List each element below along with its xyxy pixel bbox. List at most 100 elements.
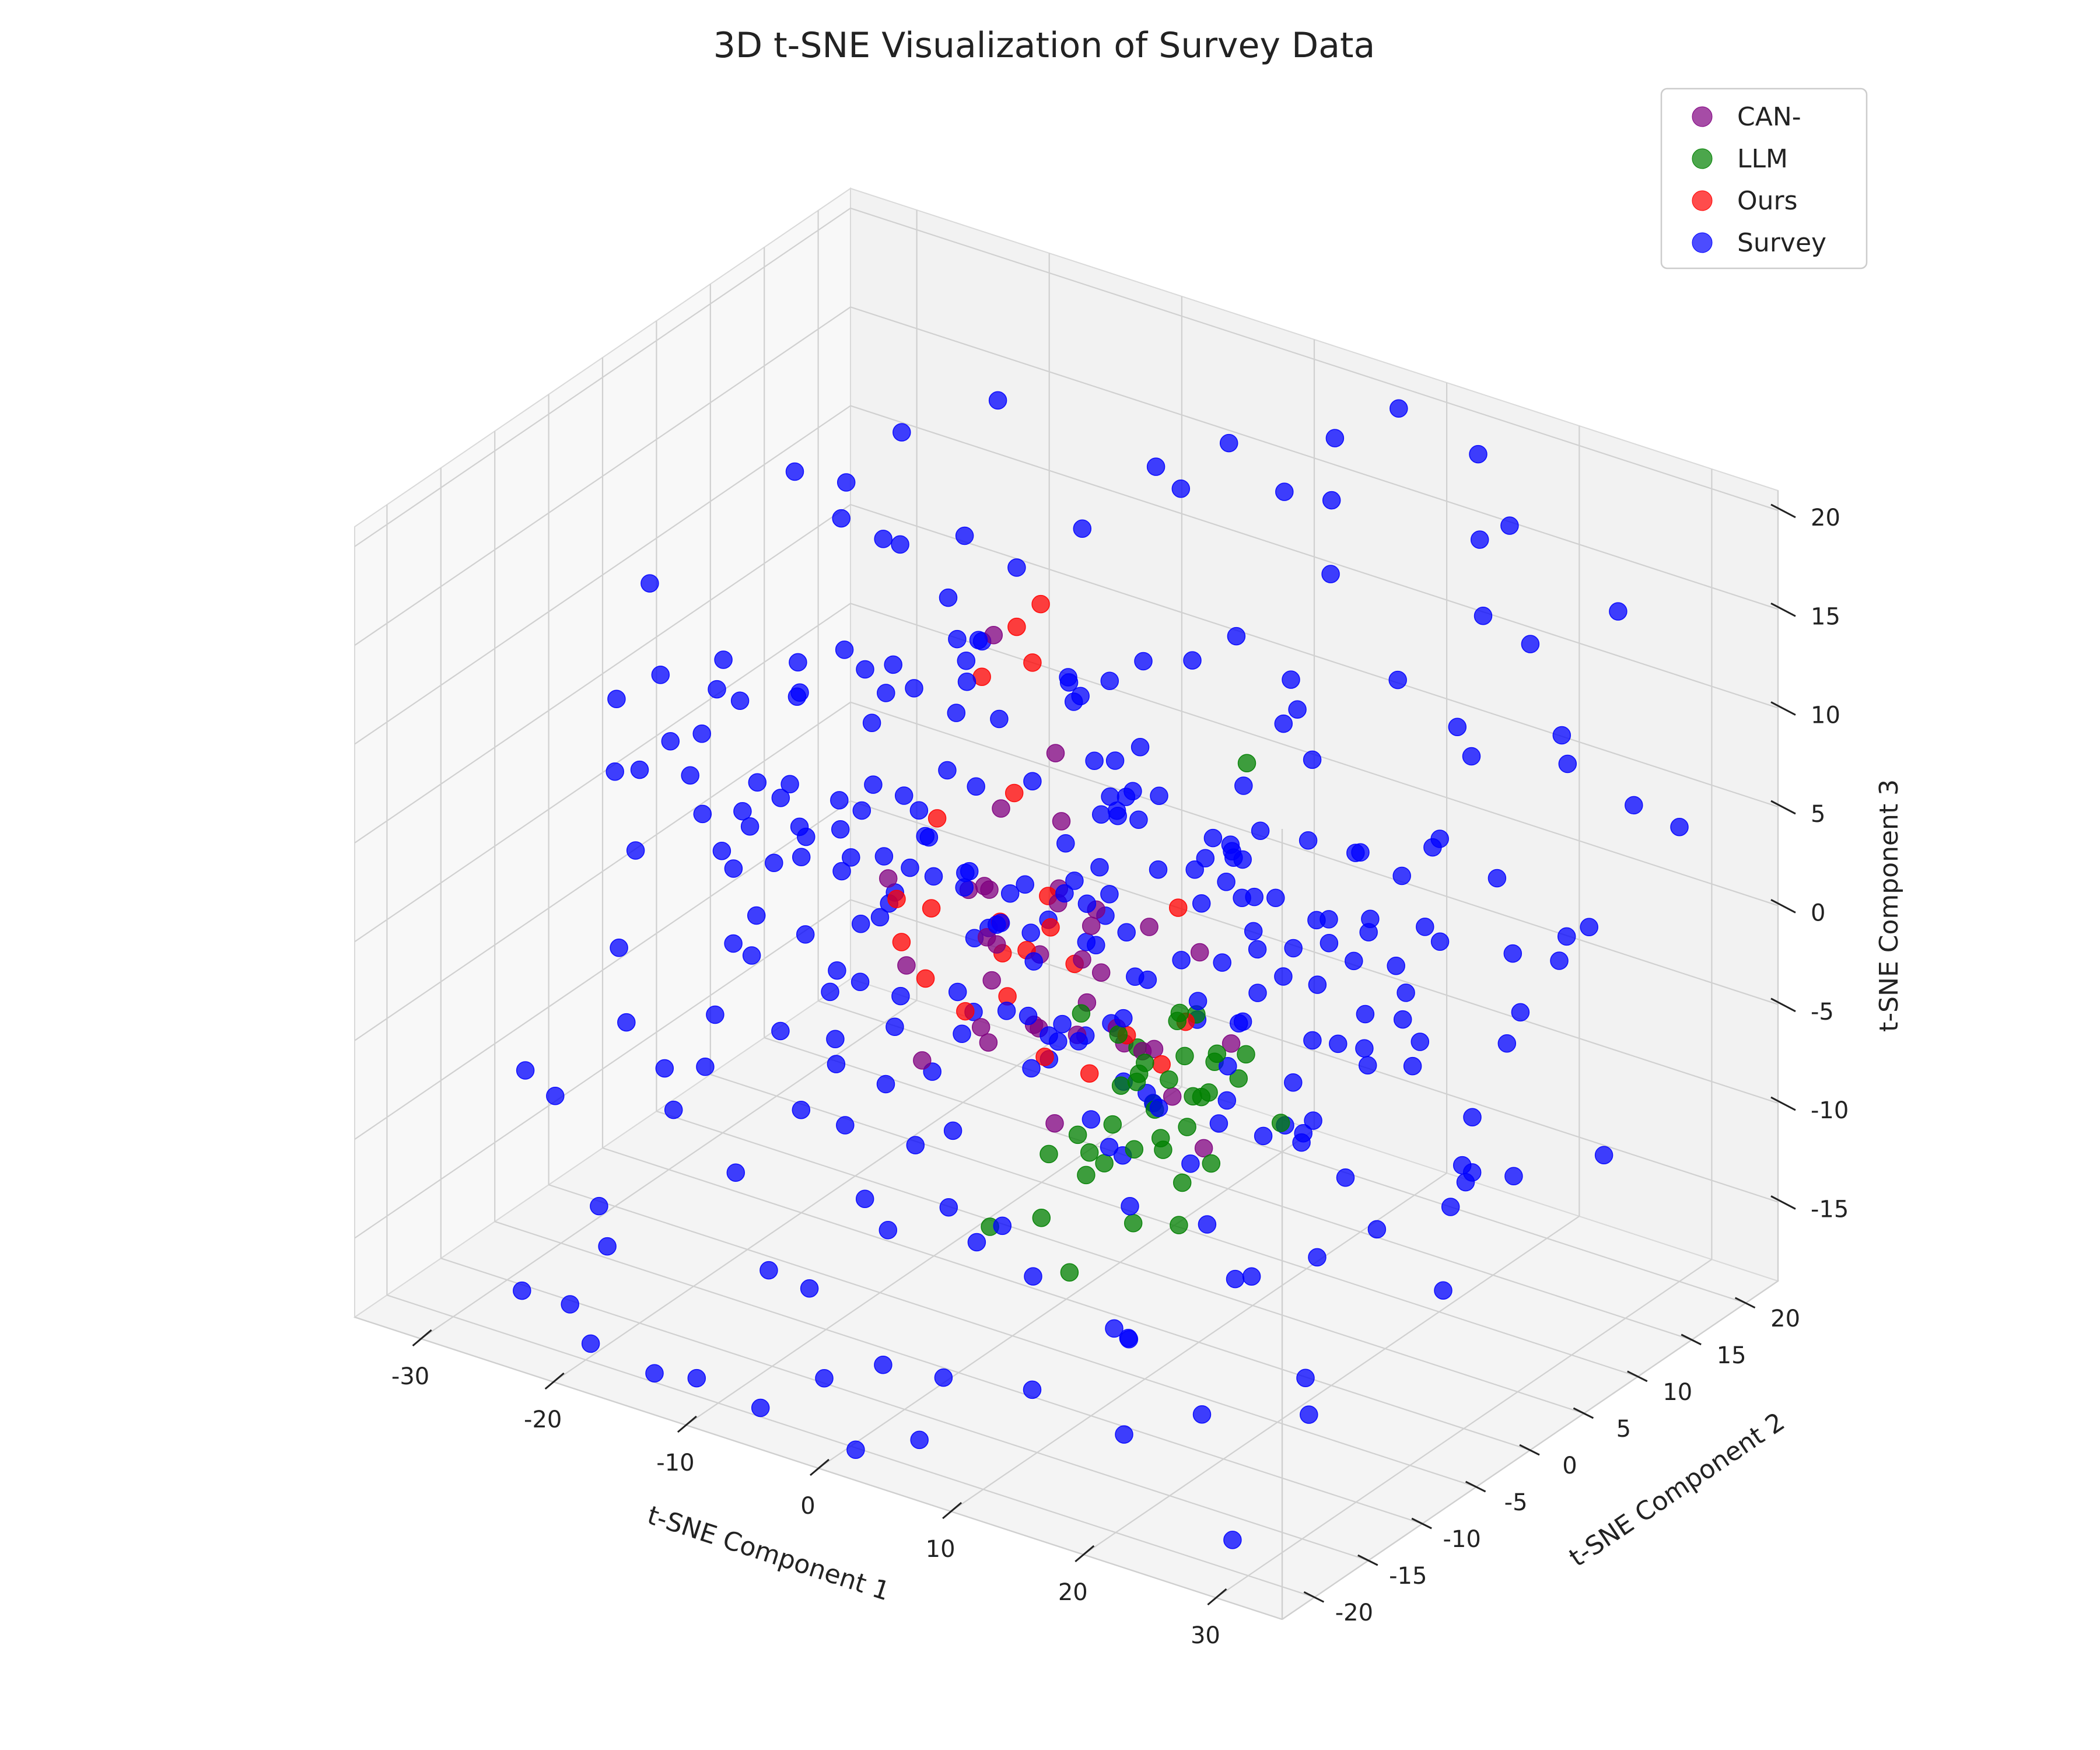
data-point-survey (1100, 1138, 1119, 1157)
data-point-survey (1303, 750, 1322, 769)
data-point-survey (1251, 821, 1270, 840)
z-tick-label: -5 (1811, 999, 1834, 1026)
data-point-survey (788, 687, 807, 706)
data-point-survey (943, 1121, 963, 1140)
data-point-survey (938, 761, 957, 780)
data-point-survey (1321, 565, 1340, 583)
data-point-survey (724, 859, 743, 878)
data-point-survey (1625, 796, 1643, 815)
data-point-survey (842, 848, 860, 867)
legend-frame (1660, 88, 1868, 270)
z-axis-label: t-SNE Component 3 (1874, 779, 1904, 1032)
data-point-survey (1146, 457, 1166, 476)
data-point-survey (909, 801, 929, 820)
legend-marker-ours (1692, 190, 1713, 211)
z-tick-mark (1770, 998, 1796, 1013)
data-point-survey (1474, 606, 1493, 625)
legend-label-ours: Ours (1737, 186, 1798, 216)
data-point-survey (1150, 786, 1168, 805)
data-point-survey (1345, 951, 1363, 971)
data-point-survey (1244, 922, 1263, 941)
data-point-survey (864, 775, 883, 794)
data-point-survey (826, 1030, 845, 1048)
data-point-survey (910, 1430, 929, 1450)
z-tick-mark (1770, 899, 1796, 914)
z-tick-mark (1770, 1096, 1796, 1111)
data-point-survey (1284, 939, 1303, 958)
z-tick-mark (1770, 800, 1796, 815)
data-point-survey (874, 847, 894, 866)
data-point-survey (1219, 1056, 1237, 1076)
data-point-llm (1208, 1044, 1227, 1063)
y-tick-mark (1465, 1480, 1486, 1493)
data-point-survey (726, 1163, 746, 1182)
data-point-survey (967, 1233, 986, 1252)
data-point-survey (1105, 1319, 1124, 1338)
data-point-survey (1196, 849, 1215, 868)
x-tick-label: -30 (391, 1363, 429, 1390)
data-point-survey (1470, 530, 1489, 549)
data-point-survey (892, 423, 911, 442)
data-point-survey (957, 652, 976, 670)
data-point-survey (1462, 747, 1481, 766)
data-point-survey (916, 827, 935, 846)
data-point-llm (1032, 1208, 1051, 1227)
data-point-survey (815, 1368, 834, 1388)
left-gridline-z (354, 899, 851, 1239)
data-point-llm (1229, 1069, 1248, 1088)
data-point-survey (1430, 932, 1450, 951)
data-point-survey (967, 777, 985, 796)
y-tick-label: 10 (1662, 1379, 1692, 1406)
data-point-survey (1580, 918, 1598, 936)
y-tick-mark (1411, 1517, 1432, 1530)
data-point-survey (939, 1198, 958, 1217)
data-point-survey (1172, 951, 1191, 970)
data-point-can (1190, 943, 1209, 962)
data-point-ours (956, 1002, 975, 1021)
data-point-survey (1390, 399, 1408, 418)
data-point-ours (1035, 1048, 1054, 1066)
data-point-llm (1154, 1140, 1172, 1159)
data-point-survey (960, 862, 979, 881)
data-point-ours (1080, 1064, 1099, 1083)
data-point-survey (1055, 884, 1074, 903)
y-tick-mark (1303, 1591, 1325, 1603)
data-point-survey (607, 690, 626, 709)
data-point-survey (1248, 940, 1267, 959)
data-point-ours (1005, 783, 1024, 803)
floor-gridline-y (440, 1258, 1369, 1562)
data-point-survey (1198, 1215, 1217, 1234)
data-point-can (1222, 1034, 1241, 1053)
data-point-survey (1082, 1110, 1101, 1129)
data-point-survey (1266, 888, 1285, 908)
data-point-survey (1183, 651, 1202, 670)
data-point-survey (1387, 956, 1405, 975)
data-point-survey (1192, 894, 1211, 913)
data-point-survey (1511, 1003, 1530, 1022)
data-point-ours (887, 890, 906, 908)
floor-gridline-y (602, 1147, 1531, 1451)
data-point-survey (1274, 714, 1293, 733)
data-point-survey (1121, 1196, 1139, 1216)
data-point-survey (1396, 984, 1415, 1002)
data-point-survey (832, 509, 850, 528)
data-point-survey (1242, 1267, 1261, 1286)
data-point-can (1052, 812, 1071, 831)
data-point-survey (855, 1189, 874, 1208)
back-gridline-z (850, 405, 1779, 709)
data-point-llm (1202, 1154, 1221, 1173)
data-point-survey (870, 908, 890, 927)
data-point-survey (1129, 810, 1148, 830)
legend-marker-llm (1692, 148, 1713, 169)
data-point-survey (1040, 1026, 1058, 1045)
left-gridline-z (354, 306, 851, 646)
data-point-survey (891, 986, 910, 1006)
y-tick-label: -20 (1335, 1600, 1373, 1626)
data-point-llm (1170, 1216, 1188, 1234)
data-point-survey (792, 1100, 811, 1119)
data-point-can (1073, 950, 1091, 969)
data-point-survey (1016, 875, 1034, 894)
data-point-survey (1059, 668, 1077, 687)
data-point-survey (693, 804, 712, 824)
